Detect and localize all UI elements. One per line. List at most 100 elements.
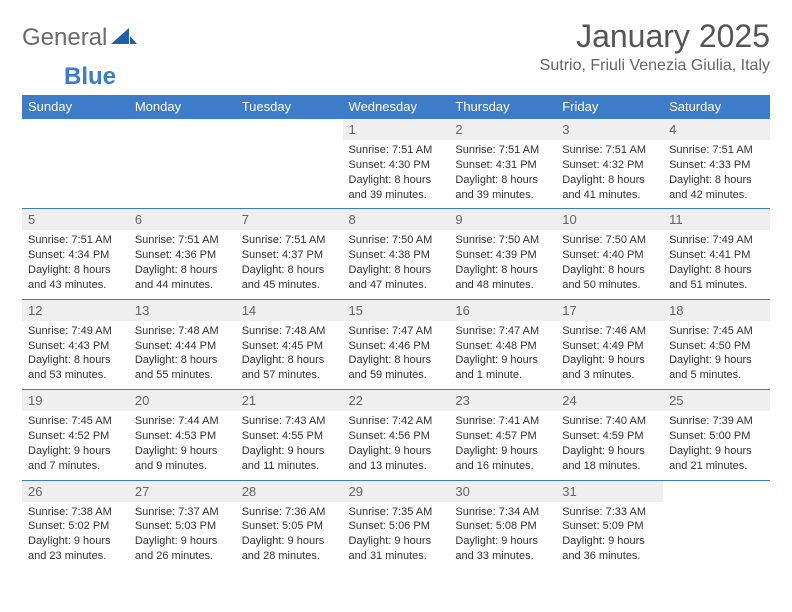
day-number: 3 — [556, 118, 663, 140]
day-number: 6 — [129, 208, 236, 230]
day-details: Sunrise: 7:49 AMSunset: 4:41 PMDaylight:… — [663, 230, 770, 298]
day-details: Sunrise: 7:42 AMSunset: 4:56 PMDaylight:… — [343, 411, 450, 479]
day-number: 13 — [129, 299, 236, 321]
day-number: 5 — [22, 208, 129, 230]
day-number: 17 — [556, 299, 663, 321]
calendar-cell: 18Sunrise: 7:45 AMSunset: 4:50 PMDayligh… — [663, 299, 770, 389]
day-details: Sunrise: 7:45 AMSunset: 4:50 PMDaylight:… — [663, 321, 770, 389]
day-details: Sunrise: 7:33 AMSunset: 5:09 PMDaylight:… — [556, 502, 663, 570]
calendar-cell: 12Sunrise: 7:49 AMSunset: 4:43 PMDayligh… — [22, 299, 129, 389]
logo-text-blue-wrap: Blue — [64, 63, 792, 91]
day-details: Sunrise: 7:51 AMSunset: 4:32 PMDaylight:… — [556, 140, 663, 208]
day-details: Sunrise: 7:36 AMSunset: 5:05 PMDaylight:… — [236, 502, 343, 570]
calendar-cell: 27Sunrise: 7:37 AMSunset: 5:03 PMDayligh… — [129, 480, 236, 570]
day-number: 12 — [22, 299, 129, 321]
day-details: Sunrise: 7:37 AMSunset: 5:03 PMDaylight:… — [129, 502, 236, 570]
day-details: Sunrise: 7:50 AMSunset: 4:39 PMDaylight:… — [449, 230, 556, 298]
calendar-cell: 23Sunrise: 7:41 AMSunset: 4:57 PMDayligh… — [449, 389, 556, 479]
day-details: Sunrise: 7:46 AMSunset: 4:49 PMDaylight:… — [556, 321, 663, 389]
weekday-header: Thursday — [449, 95, 556, 118]
triangle-icon — [111, 26, 137, 51]
day-number: 27 — [129, 480, 236, 502]
day-number: 19 — [22, 389, 129, 411]
day-details: Sunrise: 7:43 AMSunset: 4:55 PMDaylight:… — [236, 411, 343, 479]
calendar-cell: 21Sunrise: 7:43 AMSunset: 4:55 PMDayligh… — [236, 389, 343, 479]
logo: General — [22, 24, 139, 52]
weekday-header: Saturday — [663, 95, 770, 118]
weekday-header: Friday — [556, 95, 663, 118]
calendar-cell: 30Sunrise: 7:34 AMSunset: 5:08 PMDayligh… — [449, 480, 556, 570]
day-details: Sunrise: 7:51 AMSunset: 4:30 PMDaylight:… — [343, 140, 450, 208]
calendar-cell: 31Sunrise: 7:33 AMSunset: 5:09 PMDayligh… — [556, 480, 663, 570]
day-details: Sunrise: 7:48 AMSunset: 4:45 PMDaylight:… — [236, 321, 343, 389]
day-number — [236, 118, 343, 125]
day-details: Sunrise: 7:47 AMSunset: 4:48 PMDaylight:… — [449, 321, 556, 389]
day-details: Sunrise: 7:35 AMSunset: 5:06 PMDaylight:… — [343, 502, 450, 570]
calendar-cell: 26Sunrise: 7:38 AMSunset: 5:02 PMDayligh… — [22, 480, 129, 570]
calendar-cell: 7Sunrise: 7:51 AMSunset: 4:37 PMDaylight… — [236, 208, 343, 298]
day-details: Sunrise: 7:44 AMSunset: 4:53 PMDaylight:… — [129, 411, 236, 479]
day-number: 18 — [663, 299, 770, 321]
calendar-row: 19Sunrise: 7:45 AMSunset: 4:52 PMDayligh… — [22, 389, 770, 479]
day-number: 1 — [343, 118, 450, 140]
calendar-row: 5Sunrise: 7:51 AMSunset: 4:34 PMDaylight… — [22, 208, 770, 298]
calendar-cell: 1Sunrise: 7:51 AMSunset: 4:30 PMDaylight… — [343, 118, 450, 208]
calendar-cell: 15Sunrise: 7:47 AMSunset: 4:46 PMDayligh… — [343, 299, 450, 389]
day-number: 22 — [343, 389, 450, 411]
day-details: Sunrise: 7:38 AMSunset: 5:02 PMDaylight:… — [22, 502, 129, 570]
day-details: Sunrise: 7:48 AMSunset: 4:44 PMDaylight:… — [129, 321, 236, 389]
calendar-table: SundayMondayTuesdayWednesdayThursdayFrid… — [22, 95, 770, 570]
day-number: 10 — [556, 208, 663, 230]
day-number: 24 — [556, 389, 663, 411]
day-number: 23 — [449, 389, 556, 411]
calendar-row: 12Sunrise: 7:49 AMSunset: 4:43 PMDayligh… — [22, 299, 770, 389]
calendar-cell: 17Sunrise: 7:46 AMSunset: 4:49 PMDayligh… — [556, 299, 663, 389]
day-details: Sunrise: 7:50 AMSunset: 4:38 PMDaylight:… — [343, 230, 450, 298]
calendar-cell: 29Sunrise: 7:35 AMSunset: 5:06 PMDayligh… — [343, 480, 450, 570]
calendar-cell-empty — [236, 118, 343, 208]
calendar-cell-empty — [22, 118, 129, 208]
calendar-cell: 24Sunrise: 7:40 AMSunset: 4:59 PMDayligh… — [556, 389, 663, 479]
day-number: 16 — [449, 299, 556, 321]
day-details: Sunrise: 7:51 AMSunset: 4:33 PMDaylight:… — [663, 140, 770, 208]
calendar-cell: 25Sunrise: 7:39 AMSunset: 5:00 PMDayligh… — [663, 389, 770, 479]
day-number: 31 — [556, 480, 663, 502]
logo-text-blue: Blue — [64, 63, 116, 90]
day-number: 9 — [449, 208, 556, 230]
calendar-cell-empty — [129, 118, 236, 208]
day-number: 25 — [663, 389, 770, 411]
day-details: Sunrise: 7:51 AMSunset: 4:31 PMDaylight:… — [449, 140, 556, 208]
day-number: 11 — [663, 208, 770, 230]
day-details: Sunrise: 7:51 AMSunset: 4:36 PMDaylight:… — [129, 230, 236, 298]
calendar-cell: 11Sunrise: 7:49 AMSunset: 4:41 PMDayligh… — [663, 208, 770, 298]
day-number: 20 — [129, 389, 236, 411]
day-details: Sunrise: 7:40 AMSunset: 4:59 PMDaylight:… — [556, 411, 663, 479]
day-details: Sunrise: 7:51 AMSunset: 4:37 PMDaylight:… — [236, 230, 343, 298]
calendar-cell: 9Sunrise: 7:50 AMSunset: 4:39 PMDaylight… — [449, 208, 556, 298]
calendar-row: 1Sunrise: 7:51 AMSunset: 4:30 PMDaylight… — [22, 118, 770, 208]
day-number: 2 — [449, 118, 556, 140]
day-details: Sunrise: 7:49 AMSunset: 4:43 PMDaylight:… — [22, 321, 129, 389]
calendar-cell: 28Sunrise: 7:36 AMSunset: 5:05 PMDayligh… — [236, 480, 343, 570]
day-number — [663, 480, 770, 487]
calendar-cell: 6Sunrise: 7:51 AMSunset: 4:36 PMDaylight… — [129, 208, 236, 298]
calendar-cell: 16Sunrise: 7:47 AMSunset: 4:48 PMDayligh… — [449, 299, 556, 389]
calendar-cell: 13Sunrise: 7:48 AMSunset: 4:44 PMDayligh… — [129, 299, 236, 389]
day-number — [129, 118, 236, 125]
calendar-row: 26Sunrise: 7:38 AMSunset: 5:02 PMDayligh… — [22, 480, 770, 570]
calendar-cell: 5Sunrise: 7:51 AMSunset: 4:34 PMDaylight… — [22, 208, 129, 298]
calendar-cell: 14Sunrise: 7:48 AMSunset: 4:45 PMDayligh… — [236, 299, 343, 389]
day-details: Sunrise: 7:45 AMSunset: 4:52 PMDaylight:… — [22, 411, 129, 479]
logo-text-general: General — [22, 24, 107, 52]
day-number: 26 — [22, 480, 129, 502]
day-number: 29 — [343, 480, 450, 502]
calendar-cell: 2Sunrise: 7:51 AMSunset: 4:31 PMDaylight… — [449, 118, 556, 208]
day-number: 14 — [236, 299, 343, 321]
day-number: 21 — [236, 389, 343, 411]
weekday-header: Wednesday — [343, 95, 450, 118]
weekday-header: Sunday — [22, 95, 129, 118]
day-details: Sunrise: 7:51 AMSunset: 4:34 PMDaylight:… — [22, 230, 129, 298]
calendar-cell: 20Sunrise: 7:44 AMSunset: 4:53 PMDayligh… — [129, 389, 236, 479]
month-title: January 2025 — [540, 18, 770, 55]
day-details: Sunrise: 7:50 AMSunset: 4:40 PMDaylight:… — [556, 230, 663, 298]
